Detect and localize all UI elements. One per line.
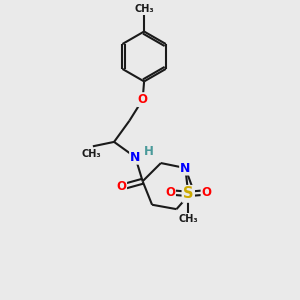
Text: N: N	[130, 151, 140, 164]
Text: O: O	[165, 186, 175, 199]
Text: S: S	[183, 186, 194, 201]
Text: CH₃: CH₃	[82, 149, 101, 159]
Text: N: N	[180, 161, 190, 175]
Text: H: H	[144, 146, 154, 158]
Text: CH₃: CH₃	[178, 214, 198, 224]
Text: O: O	[138, 93, 148, 106]
Text: CH₃: CH₃	[134, 4, 154, 14]
Text: O: O	[202, 186, 212, 199]
Text: O: O	[116, 180, 126, 193]
